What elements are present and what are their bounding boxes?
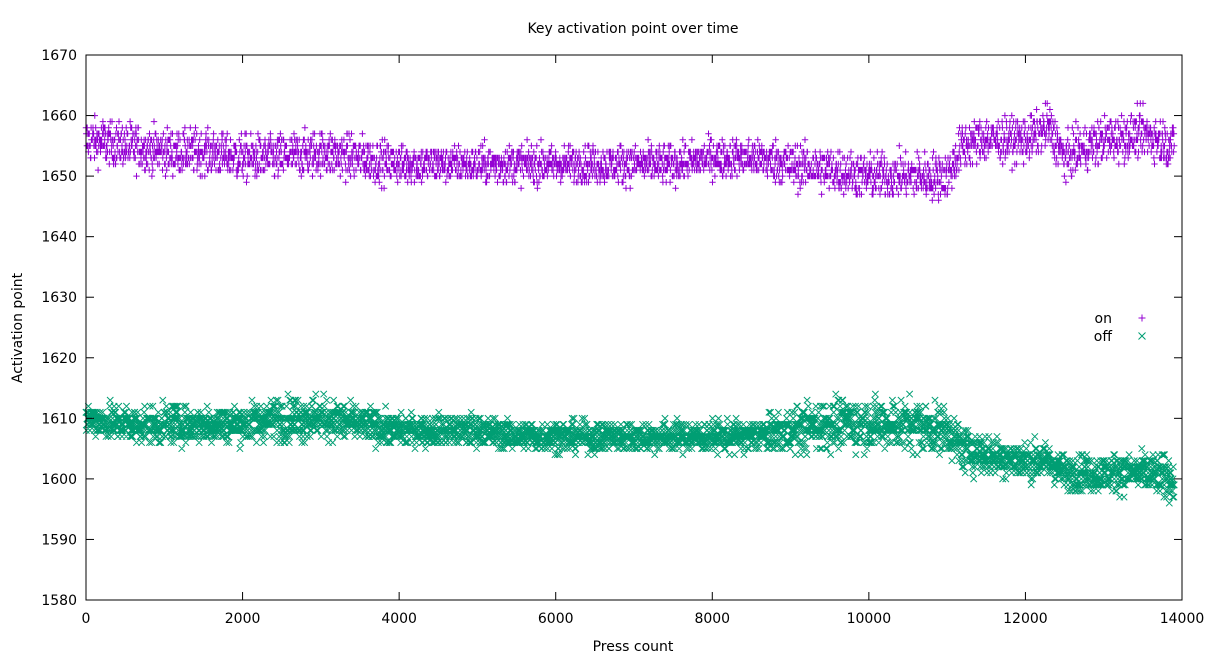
series-off-points <box>82 390 1178 507</box>
plot-frame <box>85 54 1183 601</box>
x-tick-label: 10000 <box>847 611 892 627</box>
legend-marker-off <box>1138 332 1146 340</box>
y-tick-label: 1640 <box>41 230 77 246</box>
y-tick-label: 1620 <box>41 351 77 367</box>
y-tick-label: 1580 <box>41 593 77 609</box>
y-tick-label: 1590 <box>41 532 77 548</box>
legend: on off <box>1094 311 1146 345</box>
x-tick-label: 0 <box>82 611 91 627</box>
y-tick-label: 1670 <box>41 48 77 64</box>
legend-marker-on <box>1138 314 1146 322</box>
y-axis-label: Activation point <box>10 272 26 383</box>
legend-label-on: on <box>1095 311 1112 327</box>
x-tick-label: 14000 <box>1160 611 1205 627</box>
y-axis: 1580 1590 1600 1610 1620 1630 1640 1650 1660 1670 <box>41 48 1182 609</box>
data-points <box>82 100 1178 507</box>
y-tick-label: 1600 <box>41 472 77 488</box>
x-tick-label: 6000 <box>538 611 574 627</box>
y-tick-label: 1650 <box>41 169 77 185</box>
x-tick-label: 4000 <box>381 611 417 627</box>
x-tick-label: 12000 <box>1003 611 1048 627</box>
y-tick-label: 1610 <box>41 411 77 427</box>
x-tick-label: 2000 <box>225 611 261 627</box>
y-tick-label: 1630 <box>41 290 77 306</box>
legend-label-off: off <box>1094 329 1113 345</box>
y-tick-label: 1660 <box>41 109 77 125</box>
x-axis-label: Press count <box>593 639 674 655</box>
x-tick-label: 8000 <box>694 611 730 627</box>
chart-title: Key activation point over time <box>527 21 738 37</box>
series-on-points <box>82 100 1178 204</box>
x-axis: 0 2000 4000 6000 8000 10000 12000 14000 <box>82 55 1205 627</box>
